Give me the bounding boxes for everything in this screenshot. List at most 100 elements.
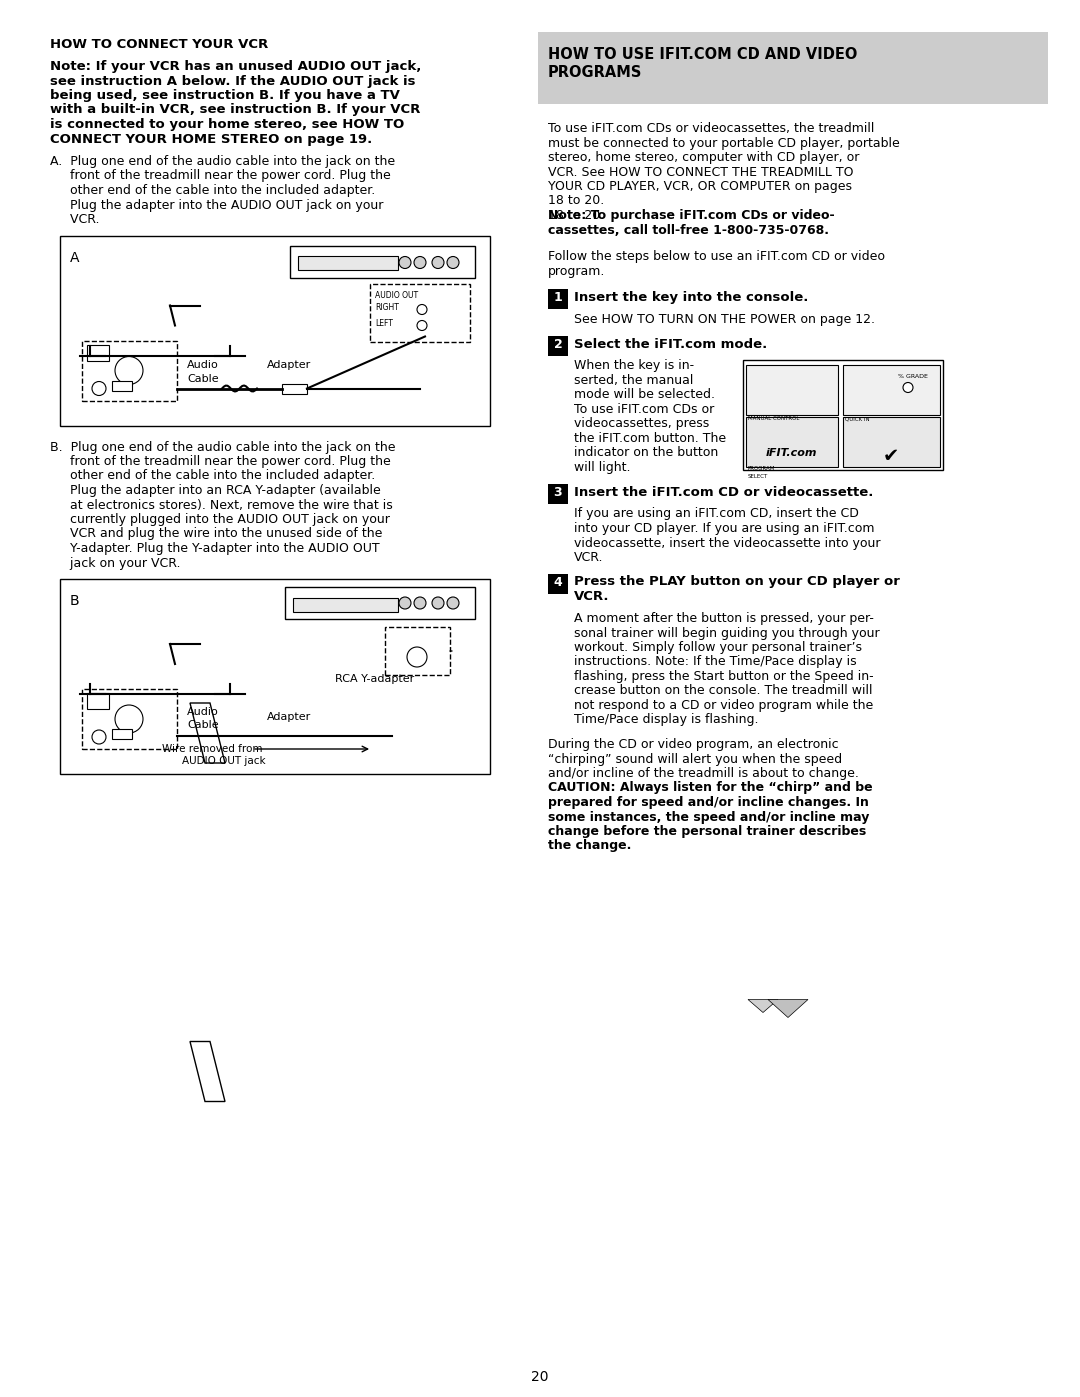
Text: see instruction A below. If the AUDIO OUT jack is: see instruction A below. If the AUDIO OU…	[50, 74, 416, 88]
Text: Audio: Audio	[187, 360, 219, 370]
Text: RIGHT: RIGHT	[375, 303, 399, 313]
Text: VCR. See HOW TO CONNECT THE TREADMILL TO: VCR. See HOW TO CONNECT THE TREADMILL TO	[548, 165, 853, 179]
Text: During the CD or video program, an electronic: During the CD or video program, an elect…	[548, 738, 839, 752]
Text: stereo, home stereo, computer with CD player, or: stereo, home stereo, computer with CD pl…	[548, 151, 860, 163]
Text: RCA Y-adapter: RCA Y-adapter	[335, 673, 415, 685]
Text: prepared for speed and/or incline changes. In: prepared for speed and/or incline change…	[548, 796, 869, 809]
Bar	[843, 416, 940, 467]
Text: CONNECT YOUR HOME STEREO on page 19.: CONNECT YOUR HOME STEREO on page 19.	[50, 133, 373, 145]
Circle shape	[407, 647, 427, 666]
Text: indicator on the button: indicator on the button	[573, 447, 718, 460]
Text: % GRADE: % GRADE	[897, 374, 928, 380]
Text: not respond to a CD or video program while the: not respond to a CD or video program whi…	[573, 698, 874, 712]
Text: is connected to your home stereo, see HOW TO: is connected to your home stereo, see HO…	[50, 117, 404, 131]
Text: Follow the steps below to use an iFIT.com CD or video: Follow the steps below to use an iFIT.co…	[548, 250, 885, 263]
Circle shape	[414, 257, 426, 268]
Text: into your CD player. If you are using an iFIT.com: into your CD player. If you are using an…	[573, 522, 875, 535]
Bar	[82, 341, 177, 401]
Text: A moment after the button is pressed, your per-: A moment after the button is pressed, yo…	[573, 612, 874, 624]
Text: VCR and plug the wire into the unused side of the: VCR and plug the wire into the unused si…	[50, 528, 382, 541]
Bar	[285, 587, 475, 619]
Text: HOW TO CONNECT YOUR VCR: HOW TO CONNECT YOUR VCR	[50, 38, 268, 52]
Text: 18 to 20.: 18 to 20.	[548, 210, 608, 222]
Text: Insert the key into the console.: Insert the key into the console.	[573, 291, 808, 305]
Bar	[293, 598, 399, 612]
Text: other end of the cable into the included adapter.: other end of the cable into the included…	[50, 469, 375, 482]
Text: Y-adapter. Plug the Y-adapter into the AUDIO OUT: Y-adapter. Plug the Y-adapter into the A…	[50, 542, 380, 555]
Polygon shape	[190, 1042, 225, 1101]
Text: Note: To purchase iFIT.com CDs or video-: Note: To purchase iFIT.com CDs or video-	[548, 210, 835, 222]
Text: jack on your VCR.: jack on your VCR.	[50, 556, 180, 570]
Circle shape	[414, 597, 426, 609]
Text: VCR.: VCR.	[50, 212, 99, 226]
Text: ✔: ✔	[882, 447, 900, 467]
Text: B: B	[70, 594, 80, 608]
Text: sonal trainer will begin guiding you through your: sonal trainer will begin guiding you thr…	[573, 626, 879, 640]
Text: CAUTION: Always listen for the “chirp” and be: CAUTION: Always listen for the “chirp” a…	[548, 781, 873, 795]
Text: the change.: the change.	[548, 840, 632, 852]
Circle shape	[447, 257, 459, 268]
Circle shape	[432, 257, 444, 268]
Text: YOUR CD PLAYER, VCR, OR COMPUTER on pages: YOUR CD PLAYER, VCR, OR COMPUTER on page…	[548, 180, 852, 193]
Text: If you are using an iFIT.com CD, insert the CD: If you are using an iFIT.com CD, insert …	[573, 507, 859, 521]
Text: PROGRAMS: PROGRAMS	[548, 66, 643, 80]
Text: being used, see instruction B. If you have a TV: being used, see instruction B. If you ha…	[50, 89, 400, 102]
Circle shape	[399, 257, 411, 268]
Bar	[87, 345, 109, 360]
Text: Note: If your VCR has an unused AUDIO OUT jack,: Note: If your VCR has an unused AUDIO OU…	[50, 60, 421, 73]
Text: When the key is in-: When the key is in-	[573, 359, 694, 373]
Bar	[60, 236, 490, 426]
Text: 2: 2	[554, 338, 563, 351]
Text: currently plugged into the AUDIO OUT jack on your: currently plugged into the AUDIO OUT jac…	[50, 513, 390, 527]
Circle shape	[399, 597, 411, 609]
Text: PROGRAM: PROGRAM	[748, 467, 775, 472]
Text: Adapter: Adapter	[267, 712, 311, 722]
Text: 3: 3	[554, 486, 563, 499]
Bar	[112, 380, 132, 391]
Text: crease button on the console. The treadmill will: crease button on the console. The treadm…	[573, 685, 873, 697]
Text: MANUAL CONTROL: MANUAL CONTROL	[748, 416, 799, 422]
Bar	[548, 335, 568, 355]
Text: front of the treadmill near the power cord. Plug the: front of the treadmill near the power co…	[50, 169, 391, 183]
Bar	[112, 729, 132, 739]
Text: QUICK IN: QUICK IN	[845, 416, 869, 422]
Circle shape	[903, 383, 913, 393]
Bar	[746, 416, 838, 467]
Bar	[548, 289, 568, 309]
Text: serted, the manual: serted, the manual	[573, 374, 693, 387]
Text: must be connected to your portable CD player, portable: must be connected to your portable CD pl…	[548, 137, 900, 149]
Bar	[384, 627, 450, 675]
Text: SELECT: SELECT	[748, 475, 768, 479]
Text: will light.: will light.	[573, 461, 631, 474]
Text: with a built-in VCR, see instruction B. If your VCR: with a built-in VCR, see instruction B. …	[50, 103, 420, 116]
Text: 20: 20	[531, 1370, 549, 1384]
Circle shape	[114, 356, 143, 384]
Text: and/or incline of the treadmill is about to change.: and/or incline of the treadmill is about…	[548, 767, 859, 780]
Text: 1: 1	[554, 291, 563, 305]
Text: Audio: Audio	[187, 707, 219, 717]
Polygon shape	[768, 999, 808, 1017]
Circle shape	[92, 381, 106, 395]
Text: Plug the adapter into the AUDIO OUT jack on your: Plug the adapter into the AUDIO OUT jack…	[50, 198, 383, 211]
Text: “chirping” sound will alert you when the speed: “chirping” sound will alert you when the…	[548, 753, 842, 766]
Polygon shape	[748, 999, 778, 1013]
Text: See HOW TO TURN ON THE POWER on page 12.: See HOW TO TURN ON THE POWER on page 12.	[573, 313, 875, 326]
Bar	[370, 284, 470, 341]
Text: B.  Plug one end of the audio cable into the jack on the: B. Plug one end of the audio cable into …	[50, 440, 395, 454]
Text: at electronics stores). Next, remove the wire that is: at electronics stores). Next, remove the…	[50, 499, 393, 511]
Text: other end of the cable into the included adapter.: other end of the cable into the included…	[50, 184, 375, 197]
Bar	[82, 689, 177, 749]
Text: Plug the adapter into an RCA Y-adapter (available: Plug the adapter into an RCA Y-adapter (…	[50, 483, 381, 497]
Text: Select the iFIT.com mode.: Select the iFIT.com mode.	[573, 338, 767, 351]
Text: some instances, the speed and/or incline may: some instances, the speed and/or incline…	[548, 810, 869, 823]
Text: LEFT: LEFT	[375, 320, 393, 328]
Text: 18 to 20.: 18 to 20.	[548, 194, 608, 208]
Circle shape	[417, 320, 427, 331]
Text: front of the treadmill near the power cord. Plug the: front of the treadmill near the power co…	[50, 455, 391, 468]
Bar	[87, 693, 109, 710]
Bar	[548, 483, 568, 503]
Text: iFIT.com: iFIT.com	[766, 447, 816, 457]
Bar	[843, 365, 940, 415]
Text: VCR.: VCR.	[573, 590, 609, 604]
Text: videocassettes, press: videocassettes, press	[573, 418, 710, 430]
